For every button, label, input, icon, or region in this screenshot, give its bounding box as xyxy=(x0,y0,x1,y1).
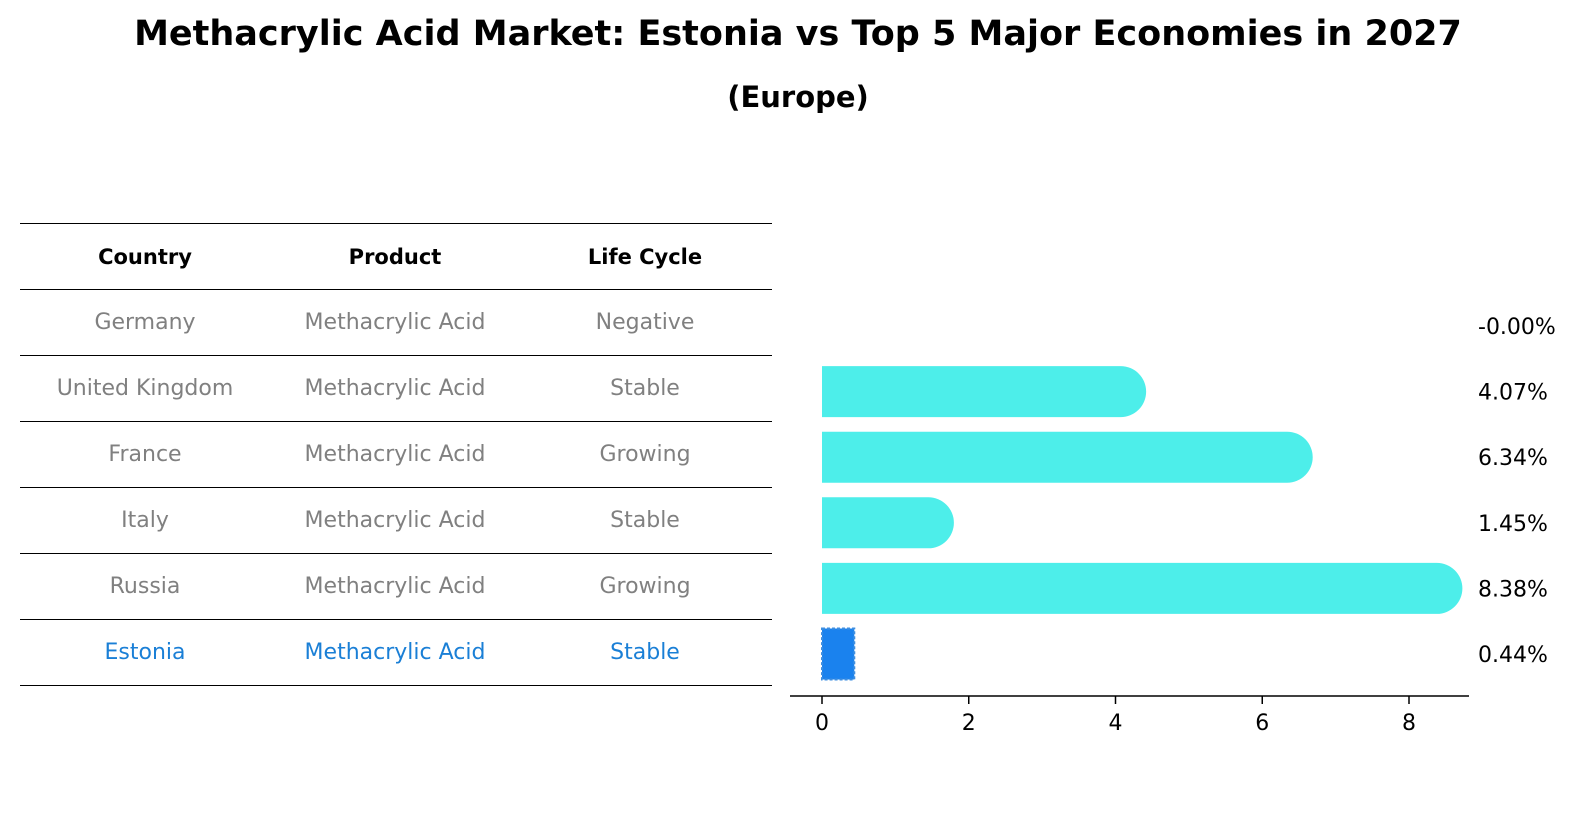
value-label: 4.07% xyxy=(1478,381,1548,406)
bar-united-kingdom xyxy=(822,366,1147,418)
table-rule xyxy=(20,553,772,554)
table-row: Russia Methacrylic Acid Growing xyxy=(20,554,772,619)
country-cell: Estonia xyxy=(104,640,186,665)
bar-italy xyxy=(822,497,954,549)
country-cell: France xyxy=(108,442,182,467)
table-rule xyxy=(20,619,772,620)
bar-estonia xyxy=(821,627,856,681)
value-label: 0.44% xyxy=(1478,643,1548,668)
x-tick-label: 4 xyxy=(1109,711,1123,736)
table-rule xyxy=(20,355,772,356)
table-rule xyxy=(20,289,772,290)
life-cycle-cell: Stable xyxy=(610,640,680,665)
table-rule xyxy=(20,487,772,488)
value-label: 1.45% xyxy=(1478,512,1548,537)
x-tick-label: 0 xyxy=(815,711,829,736)
value-label: -0.00% xyxy=(1478,315,1556,340)
table-row: Italy Methacrylic Acid Stable xyxy=(20,488,772,553)
column-header-product: Product xyxy=(348,244,442,269)
bar-russia xyxy=(822,562,1463,614)
product-cell: Methacrylic Acid xyxy=(304,310,486,335)
country-cell: Russia xyxy=(109,574,181,599)
bar-france xyxy=(822,431,1313,483)
x-tick-label: 6 xyxy=(1255,711,1269,736)
chart-subtitle: (Europe) xyxy=(727,80,869,114)
country-cell: Italy xyxy=(121,508,169,533)
x-tick-label: 8 xyxy=(1402,711,1416,736)
product-cell: Methacrylic Acid xyxy=(304,508,486,533)
product-cell: Methacrylic Acid xyxy=(304,574,486,599)
table-top-rule xyxy=(20,223,772,224)
chart-title: Methacrylic Acid Market: Estonia vs Top … xyxy=(134,14,1462,54)
product-cell: Methacrylic Acid xyxy=(304,640,486,665)
country-cell: Germany xyxy=(94,310,196,335)
product-cell: Methacrylic Acid xyxy=(304,376,486,401)
life-cycle-cell: Stable xyxy=(610,376,680,401)
table-bottom-rule xyxy=(20,685,772,686)
product-cell: Methacrylic Acid xyxy=(304,442,486,467)
country-cell: United Kingdom xyxy=(56,376,234,401)
table-rule xyxy=(20,421,772,422)
value-label: 8.38% xyxy=(1478,577,1548,602)
table-row: United Kingdom Methacrylic Acid Stable xyxy=(20,356,772,421)
table-row: Germany Methacrylic Acid Negative xyxy=(20,290,772,355)
life-cycle-cell: Stable xyxy=(610,508,680,533)
table-header-row: Country Product Life Cycle xyxy=(20,224,772,289)
life-cycle-cell: Growing xyxy=(599,442,691,467)
x-tick-label: 2 xyxy=(962,711,976,736)
life-cycle-cell: Negative xyxy=(595,310,695,335)
value-label: 6.34% xyxy=(1478,446,1548,471)
life-cycle-cell: Growing xyxy=(599,574,691,599)
column-header-life-cycle: Life Cycle xyxy=(587,244,703,269)
column-header-country: Country xyxy=(98,244,192,269)
market-table: Country Product Life Cycle Germany Metha… xyxy=(20,223,772,686)
table-row: France Methacrylic Acid Growing xyxy=(20,422,772,487)
table-row-highlighted: Estonia Methacrylic Acid Stable xyxy=(20,620,772,685)
